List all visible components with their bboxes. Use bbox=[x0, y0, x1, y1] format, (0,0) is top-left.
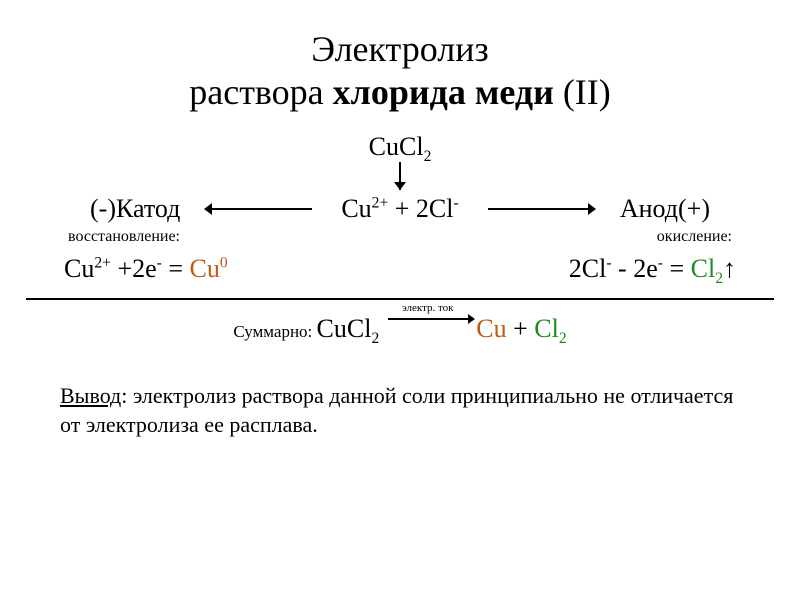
conclusion: Вывод: электролиз раствора данной соли п… bbox=[56, 382, 744, 439]
ion-line: Cu2+ + 2Cl- bbox=[341, 194, 458, 224]
ion-plus: + 2Cl bbox=[388, 194, 453, 223]
divider-line bbox=[26, 298, 774, 300]
title-line1: Электролиз bbox=[311, 29, 488, 69]
summary-p2-wrap: Cl2 bbox=[534, 314, 566, 343]
anode-label: Анод(+) bbox=[620, 194, 710, 224]
cathode-sublabel: восстановление: bbox=[68, 228, 180, 246]
reaction-arrow: электр. ток bbox=[386, 316, 470, 346]
hr-eq: = bbox=[663, 254, 691, 283]
summary-lhs: CuCl bbox=[317, 314, 372, 343]
hl-p: Cu bbox=[190, 254, 220, 283]
reaction-arrow-label: электр. ток bbox=[386, 302, 470, 314]
summary-p2: Cl bbox=[534, 314, 559, 343]
summary-lhs-sub: 2 bbox=[371, 331, 379, 348]
slide: Электролиз раствора хлорида меди (II) Cu… bbox=[0, 0, 800, 600]
title-line2a: раствора bbox=[189, 72, 332, 112]
hl-b: +2e bbox=[111, 254, 157, 283]
conclusion-body: : электролиз раствора данной соли принци… bbox=[60, 383, 733, 437]
half-reactions: Cu2+ +2e- = Cu0 2Cl- - 2e- = Cl2↑ bbox=[56, 254, 744, 294]
ion-cu: Cu bbox=[341, 194, 371, 223]
hr-b: - 2e bbox=[612, 254, 658, 283]
hr-p-sub: 2 bbox=[715, 271, 723, 288]
title-line2b: хлорида меди bbox=[333, 72, 554, 112]
hl-a: Cu bbox=[64, 254, 94, 283]
hr-p: Cl bbox=[691, 254, 716, 283]
hl-eq: = bbox=[162, 254, 190, 283]
arrow-down-icon bbox=[399, 162, 401, 190]
summary-p2-sub: 2 bbox=[559, 331, 567, 348]
title-line2c: (II) bbox=[554, 72, 611, 112]
anode-half-reaction: 2Cl- - 2e- = Cl2↑ bbox=[569, 254, 736, 284]
summary-plus: + bbox=[507, 314, 535, 343]
hr-arrow: ↑ bbox=[723, 254, 736, 283]
dissociation-diagram: (-)Катод Анод(+) Cu2+ + 2Cl- восстановле… bbox=[56, 158, 744, 234]
ion-cl-charge: - bbox=[453, 195, 458, 212]
arrow-right-icon bbox=[488, 208, 588, 210]
hr-a: 2Cl bbox=[569, 254, 607, 283]
summary-equation: Суммарно: CuCl2 электр. ток Cu + Cl2 bbox=[56, 314, 744, 346]
summary-label: Суммарно: bbox=[233, 322, 316, 341]
slide-title: Электролиз раствора хлорида меди (II) bbox=[56, 28, 744, 114]
conclusion-lead: Вывод bbox=[60, 383, 121, 408]
cathode-label: (-)Катод bbox=[90, 194, 180, 224]
formula-text: CuCl bbox=[369, 132, 424, 161]
hl-p-sup: 0 bbox=[220, 255, 228, 272]
ion-cu-charge: 2+ bbox=[372, 195, 389, 212]
hr-prod: Cl2 bbox=[691, 254, 723, 283]
hl-prod: Cu0 bbox=[190, 254, 228, 283]
hl-a-sup: 2+ bbox=[94, 255, 111, 272]
summary-p1: Cu bbox=[476, 314, 506, 343]
arrow-left-icon bbox=[212, 208, 312, 210]
reaction-arrow-icon bbox=[388, 318, 468, 320]
cathode-half-reaction: Cu2+ +2e- = Cu0 bbox=[64, 254, 228, 284]
anode-sublabel: окисление: bbox=[657, 228, 732, 246]
